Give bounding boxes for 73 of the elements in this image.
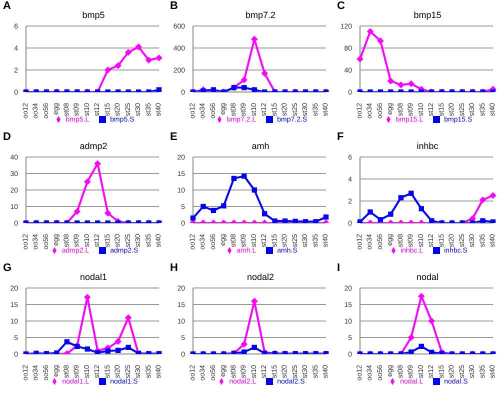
chart-title: nodal2 bbox=[246, 272, 276, 282]
chart-title: inhbc bbox=[416, 141, 440, 151]
text: I bbox=[337, 262, 340, 274]
point bbox=[368, 209, 373, 215]
point bbox=[429, 350, 434, 354]
point bbox=[84, 178, 91, 186]
point bbox=[124, 314, 132, 322]
point bbox=[95, 350, 100, 354]
point bbox=[408, 80, 415, 88]
text: H bbox=[170, 262, 178, 274]
point bbox=[418, 344, 424, 350]
point bbox=[490, 192, 496, 199]
point bbox=[356, 56, 364, 62]
point bbox=[231, 176, 237, 182]
point bbox=[156, 54, 162, 62]
point bbox=[74, 208, 81, 215]
point bbox=[240, 340, 248, 348]
point bbox=[408, 334, 415, 341]
point bbox=[240, 76, 248, 84]
point bbox=[428, 318, 436, 324]
point bbox=[252, 344, 257, 350]
point bbox=[104, 66, 112, 74]
point bbox=[114, 338, 122, 345]
point bbox=[408, 190, 414, 196]
point bbox=[408, 349, 414, 354]
point bbox=[261, 70, 268, 77]
point bbox=[126, 344, 131, 350]
point bbox=[145, 56, 152, 64]
point bbox=[114, 62, 122, 69]
chart-title: bmp5 bbox=[81, 10, 106, 20]
chart-title: nodal1 bbox=[78, 272, 108, 282]
point bbox=[200, 204, 206, 210]
point bbox=[398, 195, 404, 200]
text: B bbox=[170, 0, 178, 12]
text: E bbox=[170, 131, 178, 143]
point bbox=[323, 214, 329, 220]
point bbox=[387, 78, 394, 84]
chart-title: bmp15 bbox=[412, 10, 442, 20]
point bbox=[156, 87, 162, 92]
point bbox=[378, 217, 384, 222]
chart-title: bmp7.2 bbox=[244, 10, 277, 20]
point bbox=[377, 37, 384, 44]
point bbox=[242, 349, 247, 354]
point bbox=[84, 346, 90, 352]
point bbox=[252, 87, 257, 92]
point bbox=[135, 44, 142, 50]
point bbox=[221, 203, 226, 208]
point bbox=[388, 212, 394, 217]
chart-title: amh bbox=[250, 141, 270, 151]
point bbox=[242, 85, 247, 90]
point bbox=[190, 215, 196, 221]
point bbox=[94, 160, 102, 167]
chart-title: admp2 bbox=[78, 141, 108, 151]
text: G bbox=[3, 262, 12, 274]
text: D bbox=[3, 131, 11, 143]
point bbox=[398, 81, 404, 88]
point bbox=[418, 206, 424, 212]
point bbox=[124, 49, 132, 56]
point bbox=[366, 28, 374, 35]
text: F bbox=[337, 131, 344, 143]
point bbox=[479, 196, 486, 204]
point bbox=[105, 348, 110, 354]
text: A bbox=[3, 0, 11, 12]
point bbox=[262, 211, 268, 216]
point bbox=[104, 210, 112, 216]
chart-title: nodal bbox=[415, 272, 440, 282]
point bbox=[480, 218, 486, 223]
point bbox=[242, 174, 247, 179]
point bbox=[210, 208, 216, 214]
point bbox=[115, 348, 121, 353]
point bbox=[252, 187, 257, 193]
point bbox=[64, 339, 70, 344]
text: C bbox=[337, 0, 345, 12]
